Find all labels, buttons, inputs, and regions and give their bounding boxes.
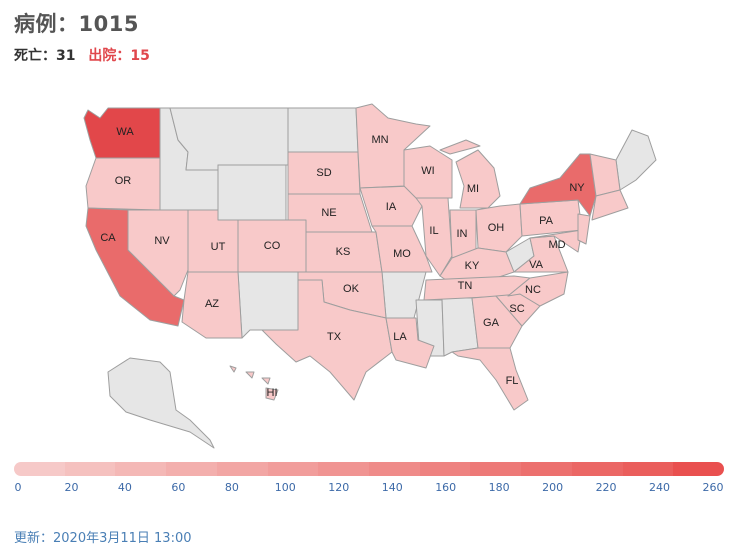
state-label-md: MD xyxy=(548,239,565,251)
state-label-hi: HI xyxy=(267,387,278,399)
legend-ticks: 0 20 40 60 80 100 120 140 160 180 200 220 240 260 xyxy=(0,481,749,497)
state-NM[interactable] xyxy=(237,271,299,339)
legend-tick: 80 xyxy=(224,481,239,494)
legend-tick: 120 xyxy=(328,481,350,494)
legend-swatch xyxy=(369,462,420,476)
legend-swatch xyxy=(216,462,268,476)
legend-tick: 100 xyxy=(274,481,296,494)
state-NC[interactable] xyxy=(507,271,569,307)
state-label-ga: GA xyxy=(483,317,500,329)
legend-tick: 140 xyxy=(381,481,403,494)
legend-tick: 220 xyxy=(595,481,617,494)
state-IA[interactable] xyxy=(359,185,423,227)
state-label-ny: NY xyxy=(569,182,585,194)
state-label-co: CO xyxy=(264,240,281,252)
state-label-sd: SD xyxy=(316,167,331,179)
legend-tick: 240 xyxy=(649,481,671,494)
state-MO[interactable] xyxy=(371,225,433,273)
state-MN[interactable] xyxy=(355,103,431,189)
state-label-tn: TN xyxy=(458,280,473,292)
state-label-va: VA xyxy=(529,259,544,271)
legend-color-scale xyxy=(14,462,724,476)
state-MD[interactable] xyxy=(529,229,583,253)
state-label-ia: IA xyxy=(386,201,397,213)
state-TX[interactable] xyxy=(261,279,393,401)
deaths-stat: 死亡：31 xyxy=(14,48,76,64)
state-label-mi: MI xyxy=(467,183,479,195)
state-label-fl: FL xyxy=(506,375,519,387)
state-label-nv: NV xyxy=(154,235,170,247)
legend-swatch xyxy=(267,462,319,476)
legend-tick: 60 xyxy=(171,481,186,494)
state-label-ca: CA xyxy=(100,232,116,244)
state-label-tx: TX xyxy=(327,331,342,343)
legend-swatch xyxy=(571,462,623,476)
state-GA[interactable] xyxy=(471,295,523,349)
update-time: 更新：2020年3月11日 13:00 xyxy=(14,531,192,546)
state-OR[interactable] xyxy=(85,157,161,211)
state-ND[interactable] xyxy=(287,107,359,153)
legend-tick: 160 xyxy=(435,481,457,494)
state-label-wi: WI xyxy=(421,165,434,177)
state-MI[interactable] xyxy=(439,139,501,209)
legend-tick: 200 xyxy=(542,481,564,494)
state-label-ky: KY xyxy=(465,260,480,272)
legend-tick: 0 xyxy=(14,481,22,494)
legend-swatch xyxy=(64,462,116,476)
state-LA[interactable] xyxy=(385,317,435,369)
state-ME[interactable] xyxy=(615,129,657,191)
state-label-az: AZ xyxy=(205,298,219,310)
stats-line: 死亡：31 出院：15 xyxy=(14,45,150,65)
state-label-ut: UT xyxy=(211,241,226,253)
state-MA-CT-RI[interactable] xyxy=(591,189,629,221)
legend-tick: 260 xyxy=(702,481,724,494)
state-WI[interactable] xyxy=(403,145,453,199)
state-FL[interactable] xyxy=(451,347,529,411)
legend-swatch xyxy=(166,462,217,476)
state-label-ok: OK xyxy=(343,283,360,295)
state-label-ne: NE xyxy=(321,207,336,219)
state-label-in: IN xyxy=(457,228,468,240)
recovered-stat: 出院：15 xyxy=(88,48,150,64)
legend-swatch xyxy=(470,462,522,476)
state-MT[interactable] xyxy=(169,107,289,171)
legend-tick: 40 xyxy=(117,481,132,494)
state-label-nc: NC xyxy=(525,284,541,296)
state-label-pa: PA xyxy=(539,215,554,227)
state-label-il: IL xyxy=(429,225,438,237)
state-NJ[interactable] xyxy=(577,213,591,245)
legend-swatch xyxy=(115,462,167,476)
state-label-ks: KS xyxy=(336,246,351,258)
state-label-wa: WA xyxy=(116,126,134,138)
state-label-oh: OH xyxy=(488,222,505,234)
legend-swatch xyxy=(673,462,724,476)
state-label-mo: MO xyxy=(393,248,411,260)
legend-swatch xyxy=(622,462,674,476)
legend-swatch xyxy=(419,462,471,476)
state-label-or: OR xyxy=(115,175,132,187)
legend-tick: 20 xyxy=(64,481,79,494)
us-map: WA OR CA NV UT CO AZ SD NE KS OK TX MN IA MO LA WI IL MI IN… xyxy=(83,103,657,449)
state-label-la: LA xyxy=(393,331,407,343)
state-label-sc: SC xyxy=(509,303,524,315)
cases-title: 病例：1015 xyxy=(14,12,139,36)
state-WY[interactable] xyxy=(217,164,287,221)
legend-swatch xyxy=(14,462,65,476)
state-HI[interactable] xyxy=(229,365,279,401)
state-AK[interactable] xyxy=(107,357,215,449)
legend-tick: 180 xyxy=(488,481,510,494)
state-label-mn: MN xyxy=(371,134,388,146)
legend-swatch xyxy=(521,462,572,476)
legend-swatch xyxy=(318,462,370,476)
state-AZ[interactable] xyxy=(181,271,243,339)
